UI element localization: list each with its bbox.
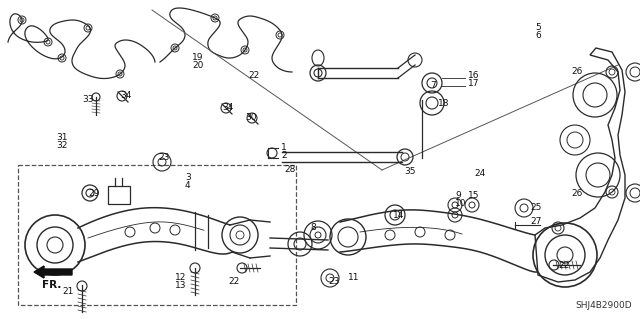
Text: 5: 5	[535, 24, 541, 33]
Text: 23: 23	[328, 278, 339, 286]
Text: 30: 30	[245, 114, 257, 122]
Text: 34: 34	[222, 103, 234, 113]
Text: 13: 13	[175, 280, 186, 290]
Text: 35: 35	[404, 167, 415, 176]
Text: 19: 19	[192, 53, 204, 62]
Text: 29: 29	[88, 189, 99, 198]
Text: 32: 32	[56, 142, 67, 151]
Text: 3: 3	[185, 174, 191, 182]
Text: 16: 16	[468, 71, 479, 80]
Text: 1: 1	[281, 144, 287, 152]
Text: 12: 12	[175, 272, 186, 281]
Text: 22: 22	[558, 261, 569, 270]
Text: 7: 7	[430, 80, 436, 90]
Text: FR.: FR.	[42, 280, 61, 290]
Bar	[108, 186, 130, 204]
Text: 33: 33	[82, 95, 93, 105]
Text: 10: 10	[455, 198, 467, 207]
Text: 2: 2	[281, 152, 287, 160]
Text: 9: 9	[455, 190, 461, 199]
Text: 22: 22	[248, 70, 259, 79]
FancyArrow shape	[34, 266, 72, 278]
Text: 31: 31	[56, 133, 67, 143]
Text: 26: 26	[571, 68, 582, 77]
Text: 18: 18	[438, 99, 449, 108]
Text: 28: 28	[284, 166, 296, 174]
Text: 22: 22	[228, 278, 239, 286]
Bar	[18, 165, 296, 305]
Text: 15: 15	[468, 190, 479, 199]
Text: 17: 17	[468, 79, 479, 88]
Text: 27: 27	[530, 218, 541, 226]
Text: 4: 4	[185, 182, 191, 190]
Text: 34: 34	[120, 92, 131, 100]
Text: SHJ4B2900D: SHJ4B2900D	[575, 301, 632, 310]
Text: 24: 24	[474, 169, 485, 179]
Text: 23: 23	[158, 153, 170, 162]
Text: 21: 21	[62, 287, 74, 296]
Text: 6: 6	[535, 32, 541, 41]
Text: 20: 20	[192, 61, 204, 70]
Text: 8: 8	[310, 224, 316, 233]
Text: 25: 25	[530, 204, 541, 212]
Text: 26: 26	[571, 189, 582, 197]
Text: 14: 14	[393, 211, 404, 219]
Text: 11: 11	[348, 272, 360, 281]
